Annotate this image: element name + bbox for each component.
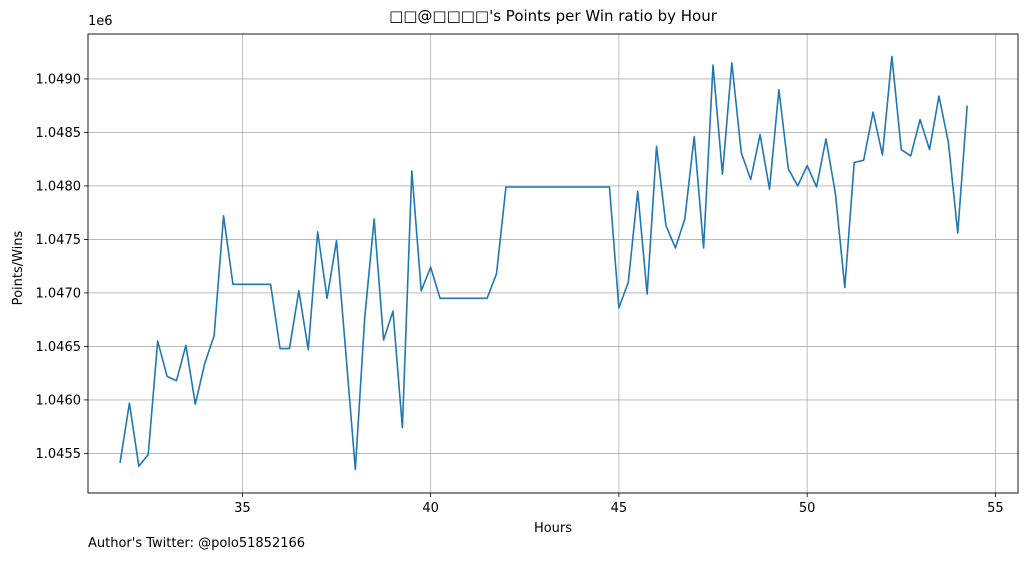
x-tick-label: 50 xyxy=(799,501,816,516)
y-tick-label: 1.0490 xyxy=(36,72,82,87)
plot-frame xyxy=(87,33,1019,494)
x-tick-label: 40 xyxy=(422,501,439,516)
x-axis-label: Hours xyxy=(534,521,572,536)
y-tick-label: 1.0475 xyxy=(36,233,82,248)
x-tick-label: 55 xyxy=(987,501,1004,516)
y-offset-label: 1e6 xyxy=(88,14,113,29)
chart-title: □□@□□□□'s Points per Win ratio by Hour xyxy=(389,7,718,25)
x-tick-label: 35 xyxy=(234,501,251,516)
y-tick-label: 1.0485 xyxy=(36,126,82,141)
y-tick-label: 1.0470 xyxy=(36,286,82,301)
y-tick-label: 1.0460 xyxy=(36,393,82,408)
axis-ticks: 35 40 45 50 55 1.0455 1.0460 1.0465 1.0470 1.0475… xyxy=(36,72,1004,516)
y-tick-label: 1.0480 xyxy=(36,179,82,194)
y-axis-label: Points/Wins xyxy=(11,230,26,305)
author-footnote: Author's Twitter: @polo51852166 xyxy=(88,536,306,551)
grid-lines xyxy=(88,34,1018,493)
y-tick-label: 1.0465 xyxy=(36,340,82,355)
x-tick-label: 45 xyxy=(611,501,628,516)
y-tick-label: 1.0455 xyxy=(36,447,82,462)
series-line xyxy=(119,55,968,471)
